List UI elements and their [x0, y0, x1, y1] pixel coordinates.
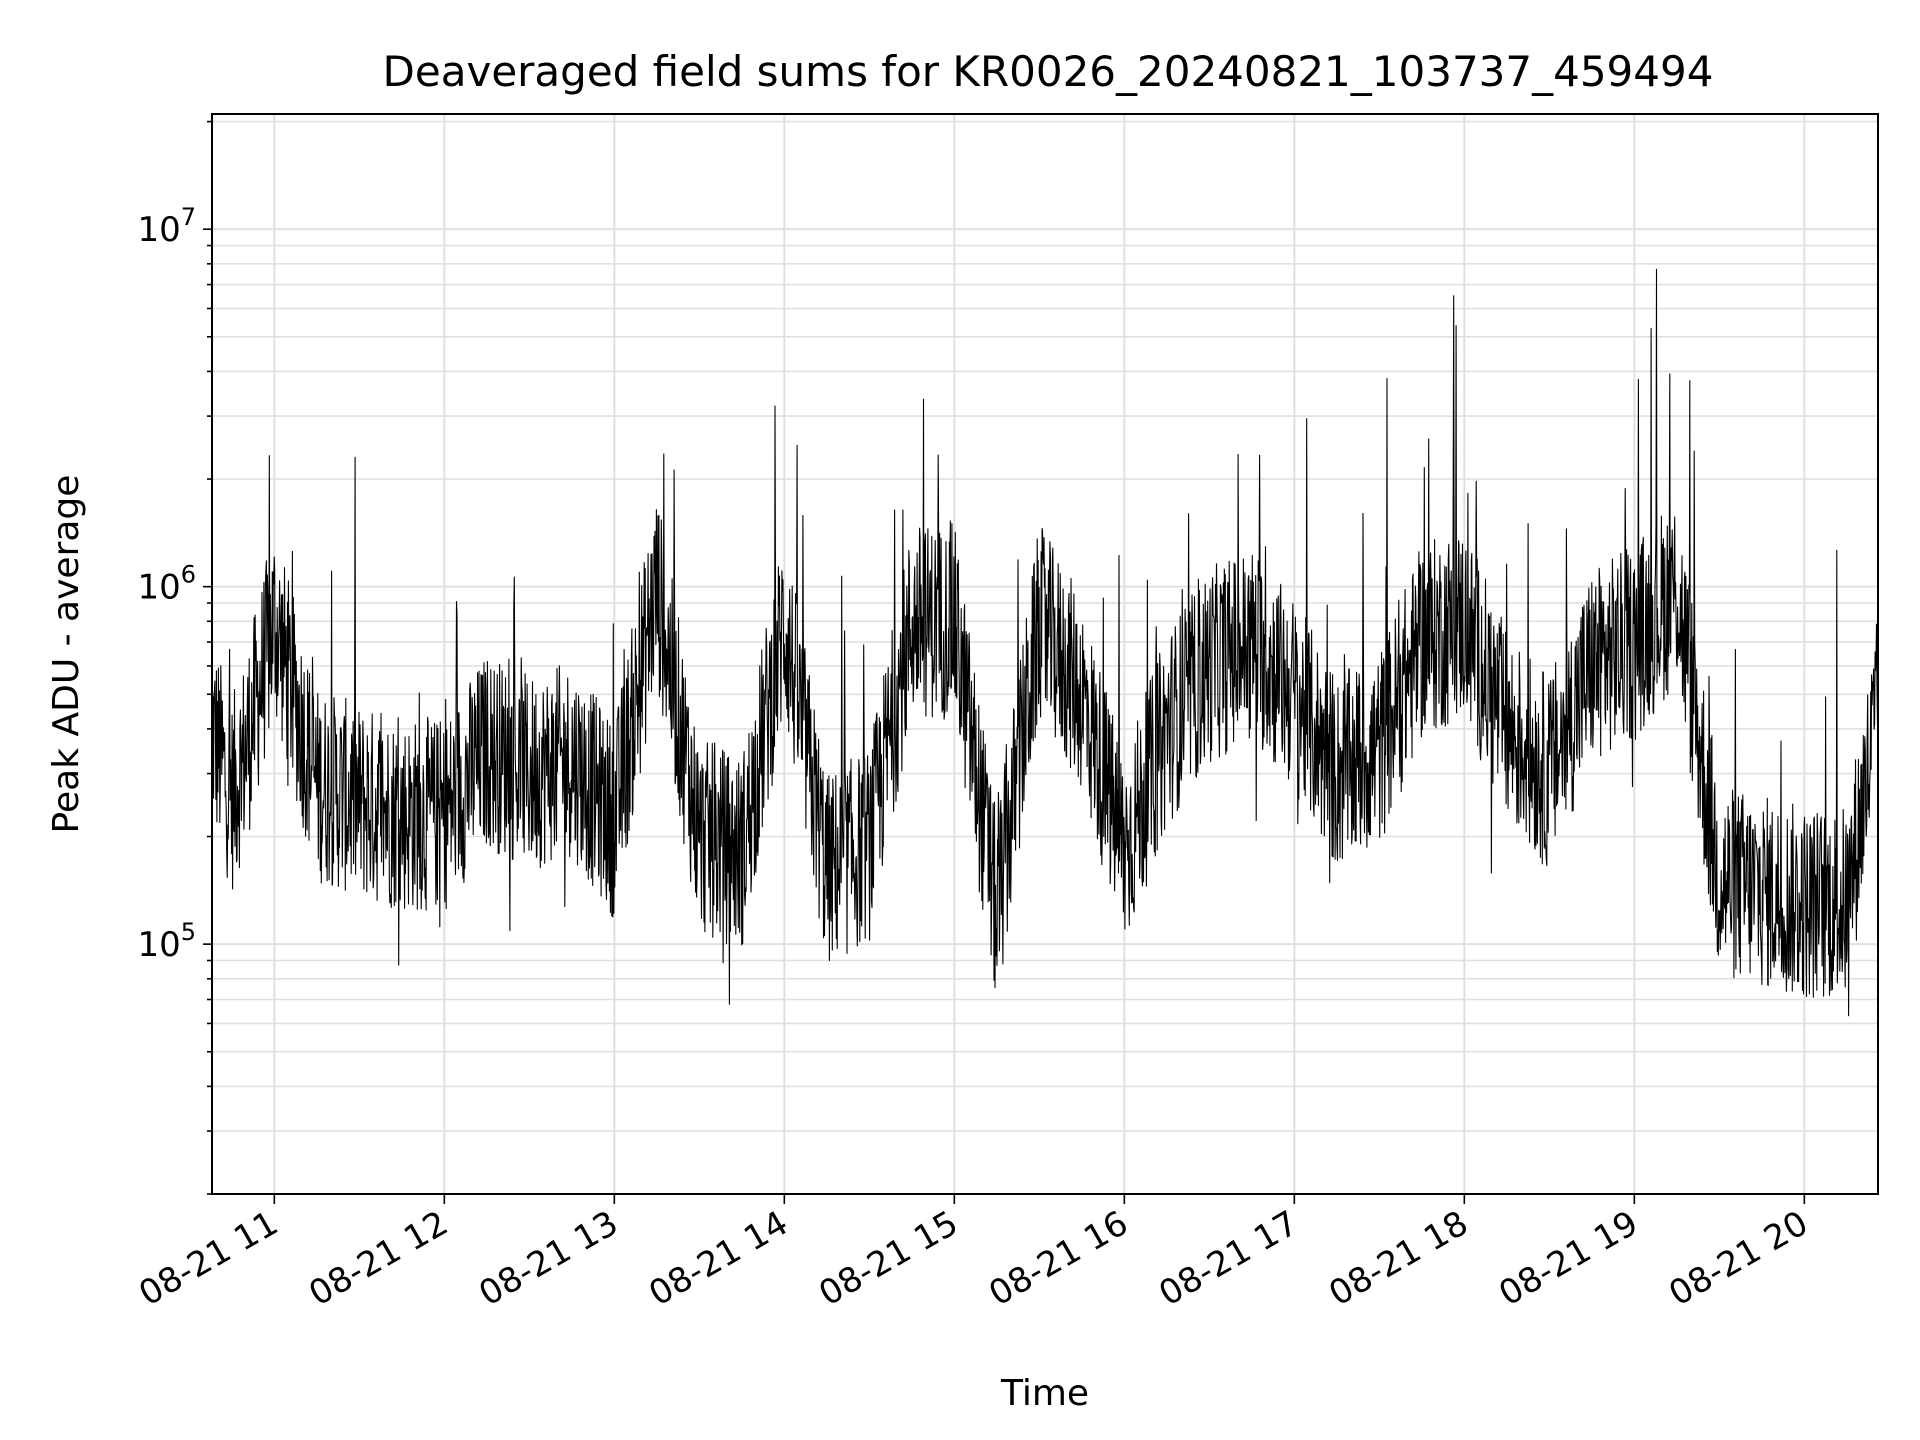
x-tick-label: 08-21 19	[1492, 1203, 1644, 1314]
x-tick-label: 08-21 11	[132, 1203, 284, 1314]
x-tick-label: 08-21 17	[1152, 1203, 1304, 1314]
y-tick-label: 107	[137, 203, 196, 250]
series-layer	[211, 268, 1879, 1017]
plot-frame	[211, 113, 1879, 1195]
y-tick-label: 106	[137, 561, 196, 608]
y-axis-label: Peak ADU - average	[46, 475, 87, 834]
x-axis: 08-21 11 08-21 12 08-21 13 08-21 14 08-21 15…	[132, 1194, 1815, 1314]
chart-title: Deaveraged field sums for KR0026_2024082…	[383, 47, 1714, 96]
x-tick-label: 08-21 20	[1662, 1203, 1814, 1314]
x-tick-label: 08-21 16	[982, 1203, 1134, 1314]
y-tick-label: 105	[137, 918, 196, 965]
x-tick-label: 08-21 18	[1322, 1203, 1474, 1314]
y-axis: 105 106 107	[137, 120, 212, 1195]
x-tick-label: 08-21 13	[472, 1203, 624, 1314]
series-line	[211, 268, 1879, 1017]
x-tick-label: 08-21 12	[302, 1203, 454, 1314]
x-tick-label: 08-21 14	[642, 1203, 794, 1314]
x-tick-label: 08-21 15	[812, 1203, 964, 1314]
x-axis-label: Time	[1000, 1373, 1089, 1414]
